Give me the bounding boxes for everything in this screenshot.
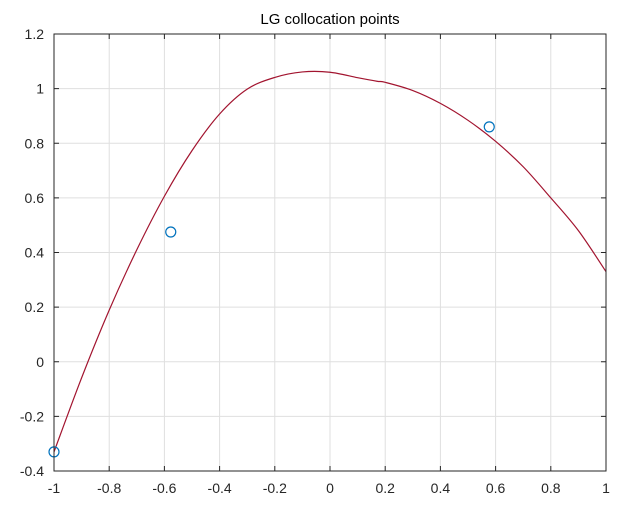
x-tick-label: 0.2 [375, 480, 395, 496]
x-tick-label: -1 [48, 480, 61, 496]
y-tick-label: 0 [36, 354, 44, 370]
x-tick-label: -0.6 [152, 480, 176, 496]
y-tick-label: 1 [36, 81, 44, 97]
curve-line [53, 70, 607, 453]
collocation-point-marker [165, 226, 177, 238]
y-tick-label: -0.2 [20, 408, 44, 424]
y-tick-label: 0.8 [25, 135, 45, 151]
y-tick-label: -0.4 [20, 463, 44, 479]
y-tick-label: 0.4 [25, 245, 45, 261]
chart-title: LG collocation points [260, 11, 399, 28]
y-tick-label: 0.2 [25, 299, 45, 315]
x-tick-label: 1 [602, 480, 610, 496]
x-tick-label: 0 [326, 480, 334, 496]
x-tick-label: 0.6 [486, 480, 506, 496]
x-tick-label: 0.4 [431, 480, 451, 496]
x-tick-label: 0.8 [541, 480, 561, 496]
axis-ticks: -1 -0.8 -0.6 -0.4 -0.2 0 0.2 0.4 0.6 0.8 1 -0.4 -0.2… [20, 26, 610, 496]
x-tick-label: -0.4 [208, 480, 232, 496]
x-tick-label: -0.2 [263, 480, 287, 496]
grid-lines [54, 34, 606, 471]
y-tick-label: 1.2 [25, 26, 45, 42]
collocation-point-marker [483, 121, 495, 133]
y-tick-label: 0.6 [25, 190, 45, 206]
x-tick-label: -0.8 [97, 480, 121, 496]
